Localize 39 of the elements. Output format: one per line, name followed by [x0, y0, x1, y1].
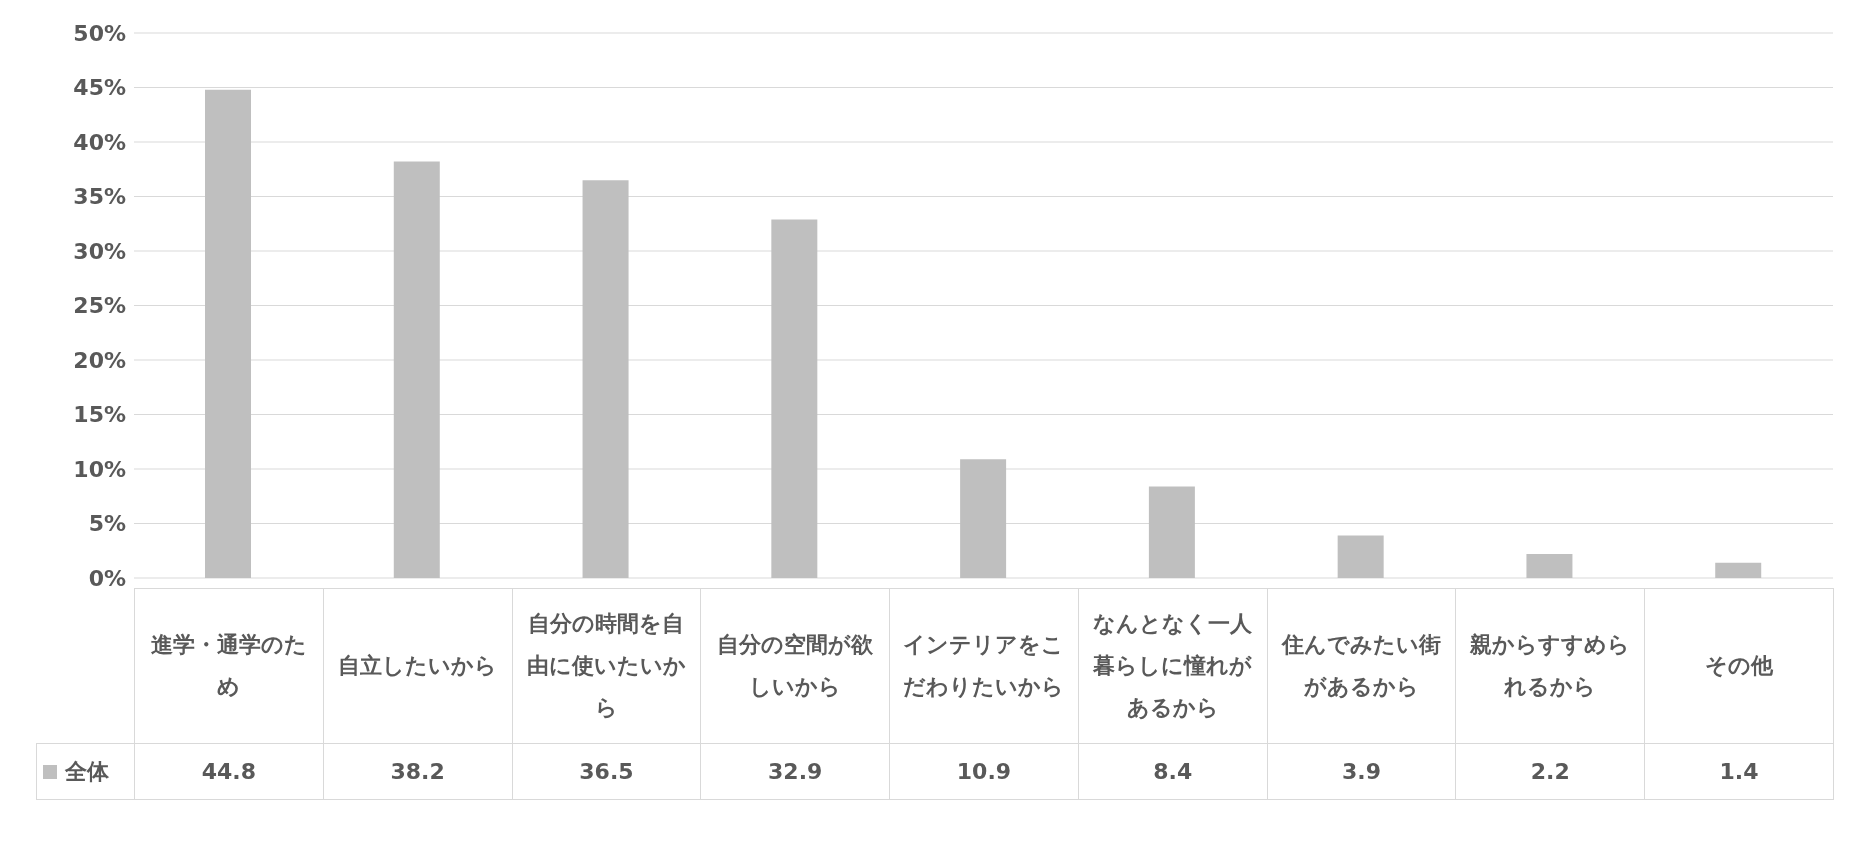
- y-tick-label: 0%: [88, 565, 126, 591]
- y-tick-label: 5%: [88, 511, 126, 537]
- x-tick-label: 自分の時間を自由に使いたいから: [512, 588, 701, 744]
- data-label: 2.2: [1455, 743, 1645, 800]
- y-tick-label: 40%: [73, 129, 126, 155]
- y-tick-label: 30%: [73, 238, 126, 264]
- x-tick-label: 自分の空間が欲しいから: [700, 588, 890, 744]
- data-label: 10.9: [889, 743, 1079, 800]
- bar: [582, 180, 629, 578]
- data-label: 1.4: [1644, 743, 1834, 800]
- bar: [393, 161, 440, 578]
- data-label: 3.9: [1267, 743, 1456, 800]
- y-tick-label: 25%: [73, 293, 126, 319]
- y-tick-label: 45%: [73, 75, 126, 101]
- x-tick-label: その他: [1644, 588, 1834, 744]
- y-tick-label: 10%: [73, 456, 126, 482]
- bar: [1337, 535, 1384, 578]
- data-label: 36.5: [512, 743, 701, 800]
- bar: [960, 459, 1007, 578]
- legend-label: 全体: [36, 743, 135, 800]
- x-tick-label: 進学・通学のため: [134, 588, 324, 744]
- data-label: 8.4: [1078, 743, 1268, 800]
- data-label: 32.9: [700, 743, 890, 800]
- bar: [1715, 562, 1762, 578]
- bar: [771, 219, 818, 578]
- y-tick-label: 20%: [73, 347, 126, 373]
- data-label: 44.8: [134, 743, 324, 800]
- y-tick-label: 35%: [73, 184, 126, 210]
- x-tick-label: なんとなく一人暮らしに憧れがあるから: [1078, 588, 1268, 744]
- y-tick-label: 15%: [73, 402, 126, 428]
- bar: [205, 89, 251, 578]
- bar: [1148, 486, 1195, 578]
- data-label: 38.2: [323, 743, 513, 800]
- x-tick-label: インテリアをこだわりたいから: [889, 588, 1079, 744]
- y-tick-label: 50%: [73, 20, 126, 46]
- x-tick-label: 住んでみたい街があるから: [1267, 588, 1456, 744]
- x-tick-label: 自立したいから: [323, 588, 513, 744]
- x-tick-label: 親からすすめられるから: [1455, 588, 1645, 744]
- bar: [1526, 554, 1573, 578]
